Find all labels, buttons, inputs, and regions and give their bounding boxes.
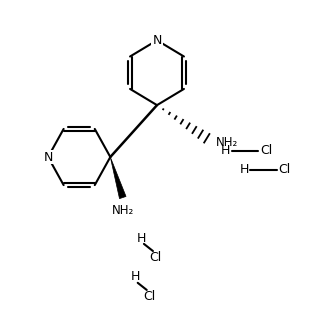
Text: Cl: Cl	[260, 144, 272, 157]
Text: NH₂: NH₂	[215, 136, 238, 149]
Text: N: N	[43, 150, 53, 164]
Text: Cl: Cl	[149, 251, 162, 264]
Text: H: H	[240, 164, 249, 177]
Text: H: H	[221, 144, 230, 157]
Text: H: H	[137, 232, 146, 245]
Text: NH₂: NH₂	[112, 204, 134, 217]
Polygon shape	[110, 157, 126, 198]
Text: Cl: Cl	[279, 164, 291, 177]
Text: H: H	[131, 270, 140, 284]
Text: Cl: Cl	[143, 290, 155, 303]
Text: N: N	[152, 34, 162, 47]
